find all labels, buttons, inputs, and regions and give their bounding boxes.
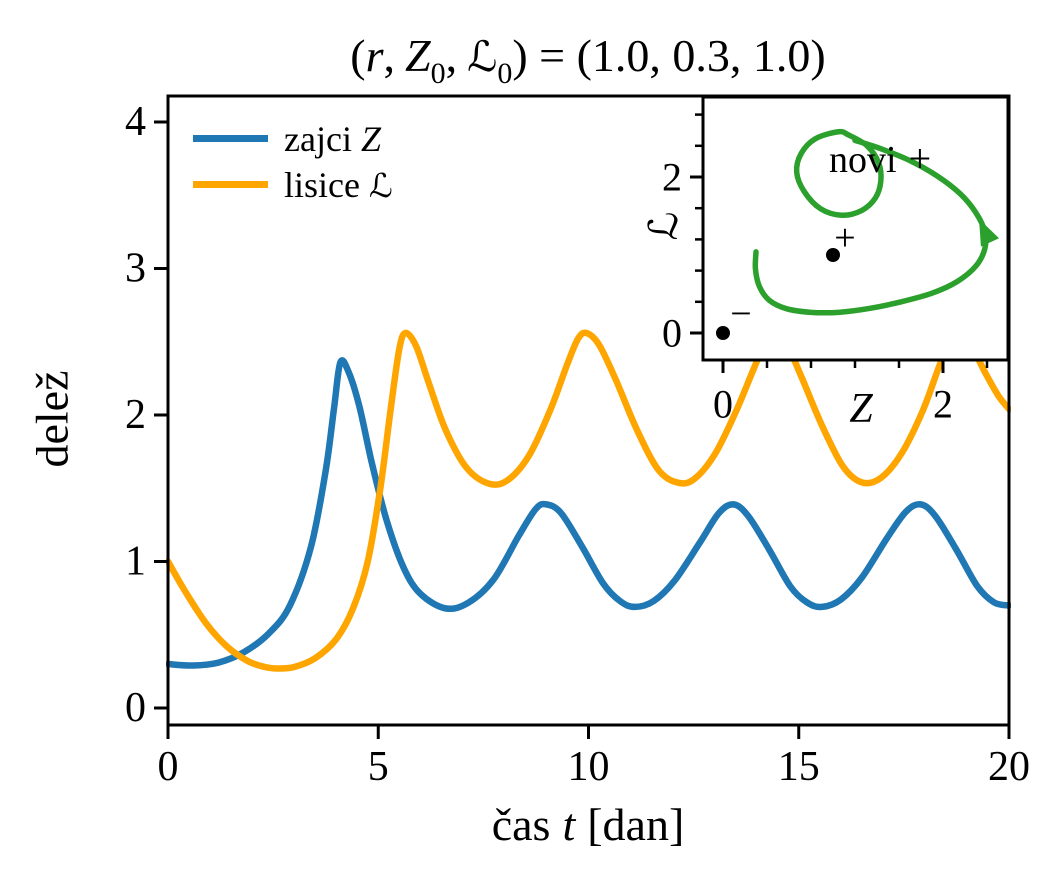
inset-minus-marker: − <box>730 293 751 335</box>
curve-zajci <box>166 357 1011 669</box>
y-tick-label: 4 <box>125 99 146 145</box>
x-tick-label: 0 <box>158 744 179 790</box>
trajectory-arrowhead <box>979 218 1000 247</box>
main-curves <box>166 329 1011 672</box>
phase-trajectory <box>752 137 989 316</box>
plot-title: (r, Z0, ℒ0) = (1.0, 0.3, 1.0) <box>350 30 825 90</box>
inset-x-axis-label: Z <box>849 386 873 432</box>
y-axis-label: delež <box>27 370 78 467</box>
inset-axes: 0 2 0 2 novi + + − Z ℒ <box>641 95 1010 432</box>
inset-x-tick-label: 0 <box>713 382 733 427</box>
y-tick-label: 0 <box>125 685 146 731</box>
limit-cycle <box>793 128 884 218</box>
legend-label-zajci: zajci Z <box>284 119 382 159</box>
x-tick-label: 10 <box>568 744 610 790</box>
x-tick-label: 5 <box>368 744 389 790</box>
x-tick-label: 15 <box>778 744 820 790</box>
inset-y-axis-label: ℒ <box>641 212 687 241</box>
fixed-point-dot <box>716 326 730 340</box>
legend-label-lisice: lisice ℒ <box>284 165 393 205</box>
inset-y-tick-label: 2 <box>662 155 682 200</box>
inset-y-tick-label: 0 <box>662 311 682 356</box>
inset-axis-ticks: 0 2 0 2 <box>662 113 989 427</box>
y-tick-label: 3 <box>125 246 146 292</box>
y-tick-label: 2 <box>125 392 146 438</box>
x-tick-label: 20 <box>988 744 1030 790</box>
legend: zajci Z lisice ℒ <box>193 119 393 205</box>
y-tick-label: 1 <box>125 539 146 585</box>
curve-lisice <box>166 329 1011 672</box>
fixed-point-dot <box>826 248 840 262</box>
x-axis-label: čas t [dan] <box>492 799 685 850</box>
inset-phase-content <box>716 128 1000 340</box>
inset-plus-marker: + <box>834 217 855 259</box>
inset-x-tick-label: 2 <box>933 382 953 427</box>
inset-annotation-novi: novi + <box>829 136 931 181</box>
